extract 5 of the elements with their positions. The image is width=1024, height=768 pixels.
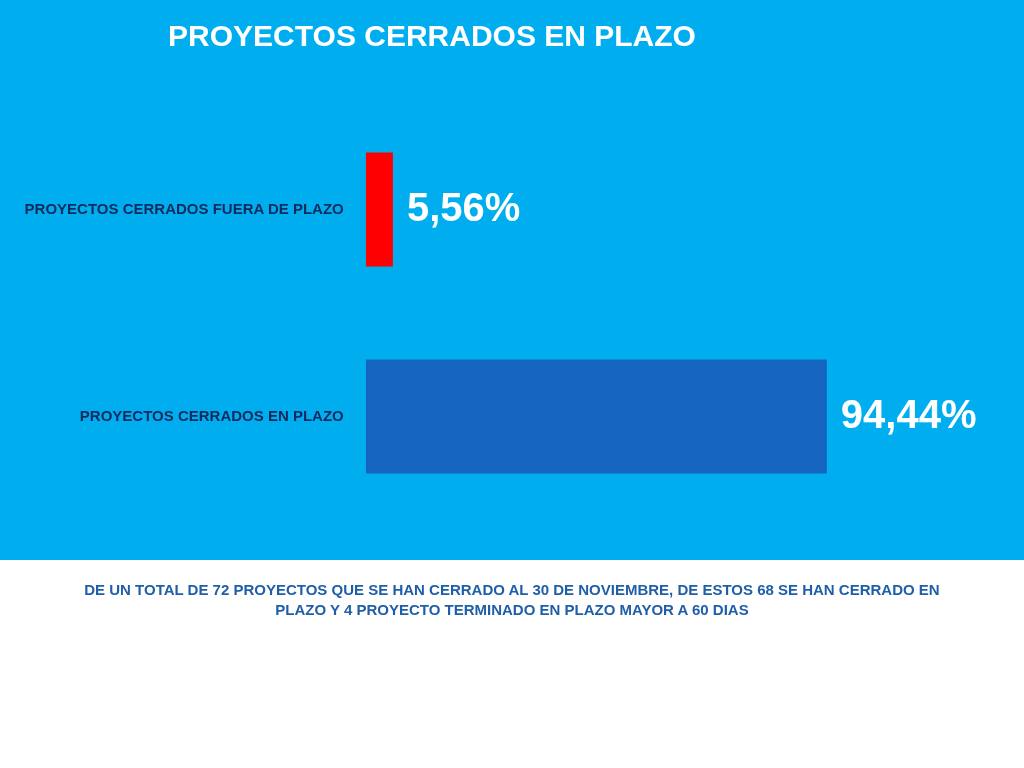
chart-title: PROYECTOS CERRADOS EN PLAZO [168,19,696,53]
y-tick-label: PROYECTOS CERRADOS FUERA DE PLAZO [24,199,345,217]
text: DE UN TOTAL DE 72 PROYECTOS QUE SE HAN CERRADO AL 30 DE NOVIEMBRE, DE ESTOS 68 SE HAN CERRADO EN PLAZO Y 4 PROYECTO TERMINADO EN PLAZO MAYOR A 60 DIAS [83,580,941,620]
data-label: 94,44% [840,391,977,436]
data-label: 5,56% [406,184,521,229]
